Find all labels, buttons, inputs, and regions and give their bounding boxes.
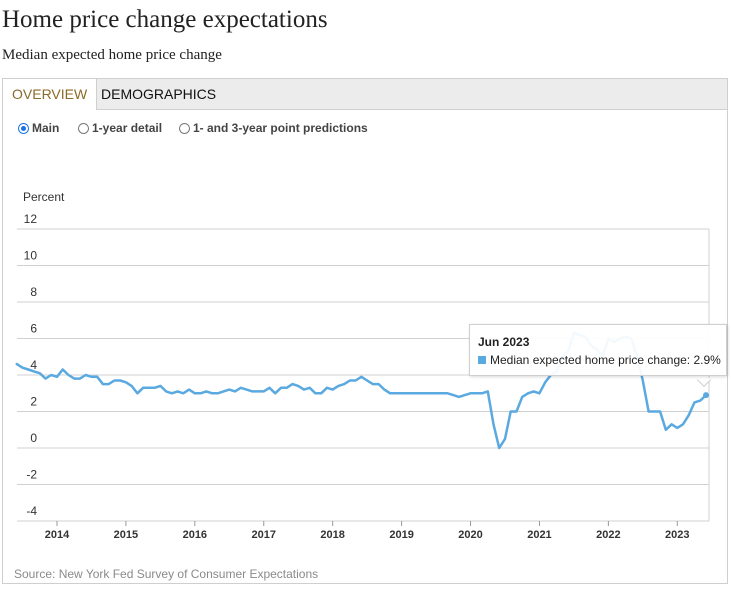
grid-layer (17, 228, 710, 522)
radio-point-predictions-label: 1- and 3-year point predictions (193, 121, 368, 135)
radio-main[interactable]: Main (18, 121, 59, 135)
tab-bar: OVERVIEW DEMOGRAPHICS (3, 79, 727, 110)
y-axis-label: Percent (23, 190, 65, 204)
radio-1-year-detail-label: 1-year detail (92, 121, 163, 135)
tab-overview[interactable]: OVERVIEW (3, 79, 98, 110)
page-title: Home price change expectations (2, 6, 328, 33)
radio-main-label: Main (32, 121, 60, 135)
x-tick-label: 2021 (527, 529, 551, 541)
tooltip-separator: : (686, 353, 694, 367)
tooltip-title: Jun 2023 (478, 335, 530, 349)
tooltip-row: Median expected home price change: 2.9% (478, 353, 721, 367)
y-tick-label: 6 (30, 322, 37, 336)
x-tick-label: 2019 (389, 529, 413, 541)
x-tick-label: 2020 (458, 529, 482, 541)
y-tick-label: -2 (26, 468, 37, 482)
chart-panel: OVERVIEW DEMOGRAPHICS Main 1-year detail… (2, 78, 728, 584)
radio-checked-icon[interactable] (18, 122, 29, 134)
axis-layer: -4 -2 0 2 4 6 8 10 12 2014 2015 2016 2017 2018 2019 202… (24, 212, 690, 541)
tooltip-series-name: Median expected home price change (490, 353, 687, 367)
page-subtitle: Median expected home price change (2, 47, 222, 63)
x-tick-label: 2014 (45, 529, 70, 541)
x-tick-label: 2023 (665, 529, 689, 541)
tab-demographics[interactable]: DEMOGRAPHICS (101, 86, 217, 102)
y-tick-label: 2 (30, 395, 37, 409)
x-tick-label: 2016 (183, 529, 207, 541)
y-tick-label: -4 (26, 504, 37, 518)
radio-1-year-detail[interactable]: 1-year detail (78, 121, 162, 135)
radio-unchecked-icon[interactable] (78, 122, 89, 134)
y-tick-label: 12 (24, 212, 38, 226)
y-tick-label: 0 (30, 431, 37, 445)
radio-unchecked-icon[interactable] (179, 122, 190, 134)
x-tick-label: 2017 (252, 529, 276, 541)
x-tick-label: 2015 (114, 529, 138, 541)
tooltip-value: 2.9% (693, 353, 721, 367)
radio-point-predictions[interactable]: 1- and 3-year point predictions (179, 121, 368, 135)
y-tick-label: 4 (30, 358, 37, 372)
x-tick-label: 2018 (320, 529, 344, 541)
tooltip: Jun 2023 Median expected home price chan… (469, 324, 727, 376)
tooltip-swatch (478, 356, 486, 364)
y-tick-label: 8 (30, 285, 37, 299)
source-note: Source: New York Fed Survey of Consumer … (14, 567, 319, 581)
y-tick-label: 10 (24, 249, 38, 263)
x-tick-label: 2022 (596, 529, 620, 541)
highlight-point[interactable] (703, 392, 710, 399)
